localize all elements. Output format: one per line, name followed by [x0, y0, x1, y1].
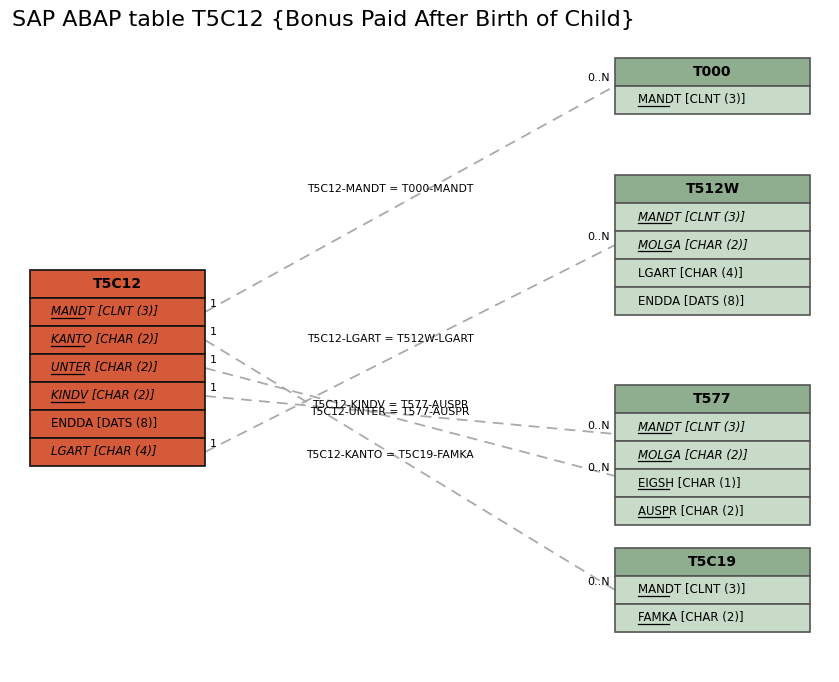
Bar [30, 354, 205, 382]
Text: 1: 1 [210, 439, 217, 449]
Bar [615, 576, 810, 604]
Text: 0..N: 0..N [587, 73, 610, 83]
Text: T5C12: T5C12 [93, 277, 142, 291]
Text: T5C12-LGART = T512W-LGART: T5C12-LGART = T512W-LGART [306, 333, 473, 344]
Text: MOLGA [CHAR (2)]: MOLGA [CHAR (2)] [638, 239, 748, 252]
Text: 0..N: 0..N [587, 463, 610, 473]
Text: T5C12-KANTO = T5C19-FAMKA: T5C12-KANTO = T5C19-FAMKA [306, 450, 474, 460]
Bar [30, 270, 205, 298]
Text: 0..N: 0..N [587, 421, 610, 431]
Bar [30, 298, 205, 326]
Text: AUSPR [CHAR (2)]: AUSPR [CHAR (2)] [638, 505, 744, 518]
Text: KANTO [CHAR (2)]: KANTO [CHAR (2)] [51, 333, 159, 346]
Text: T5C12-UNTER = T577-AUSPR: T5C12-UNTER = T577-AUSPR [310, 407, 470, 417]
Text: 0..N: 0..N [587, 577, 610, 587]
Bar [615, 58, 810, 86]
Bar [615, 497, 810, 525]
Text: KINDV [CHAR (2)]: KINDV [CHAR (2)] [51, 389, 154, 402]
Bar [615, 441, 810, 469]
Bar [615, 86, 810, 114]
Text: 1: 1 [210, 383, 217, 393]
Bar [615, 469, 810, 497]
Text: T5C12-MANDT = T000-MANDT: T5C12-MANDT = T000-MANDT [307, 184, 473, 194]
Text: MOLGA [CHAR (2)]: MOLGA [CHAR (2)] [638, 449, 748, 462]
Text: T5C12-KINDV = T577-AUSPR: T5C12-KINDV = T577-AUSPR [312, 400, 468, 410]
Text: T000: T000 [693, 65, 732, 79]
Text: LGART [CHAR (4)]: LGART [CHAR (4)] [51, 445, 157, 458]
Bar [615, 175, 810, 203]
Text: ENDDA [DATS (8)]: ENDDA [DATS (8)] [638, 295, 744, 308]
Text: 0..N: 0..N [587, 232, 610, 242]
Text: SAP ABAP table T5C12 {Bonus Paid After Birth of Child}: SAP ABAP table T5C12 {Bonus Paid After B… [12, 10, 635, 30]
Bar [615, 259, 810, 287]
Text: T512W: T512W [685, 182, 739, 196]
Text: MANDT [CLNT (3)]: MANDT [CLNT (3)] [51, 306, 158, 318]
Bar [615, 413, 810, 441]
Bar [615, 604, 810, 632]
Bar [615, 203, 810, 231]
Bar [615, 548, 810, 576]
Text: MANDT [CLNT (3)]: MANDT [CLNT (3)] [638, 421, 746, 434]
Text: MANDT [CLNT (3)]: MANDT [CLNT (3)] [638, 211, 746, 224]
Bar [615, 385, 810, 413]
Text: T577: T577 [693, 392, 732, 406]
Bar [30, 438, 205, 466]
Text: FAMKA [CHAR (2)]: FAMKA [CHAR (2)] [638, 612, 744, 625]
Text: 1: 1 [210, 327, 217, 337]
Text: EIGSH [CHAR (1)]: EIGSH [CHAR (1)] [638, 477, 741, 490]
Bar [615, 231, 810, 259]
Text: 1: 1 [210, 355, 217, 365]
Text: LGART [CHAR (4)]: LGART [CHAR (4)] [638, 267, 743, 280]
Text: ENDDA [DATS (8)]: ENDDA [DATS (8)] [51, 417, 157, 430]
Text: MANDT [CLNT (3)]: MANDT [CLNT (3)] [638, 93, 746, 106]
Bar [615, 287, 810, 315]
Text: T5C19: T5C19 [688, 555, 737, 569]
Text: MANDT [CLNT (3)]: MANDT [CLNT (3)] [638, 584, 746, 597]
Text: 1: 1 [210, 299, 217, 309]
Bar [30, 326, 205, 354]
Bar [30, 382, 205, 410]
Text: UNTER [CHAR (2)]: UNTER [CHAR (2)] [51, 361, 158, 374]
Bar [30, 410, 205, 438]
